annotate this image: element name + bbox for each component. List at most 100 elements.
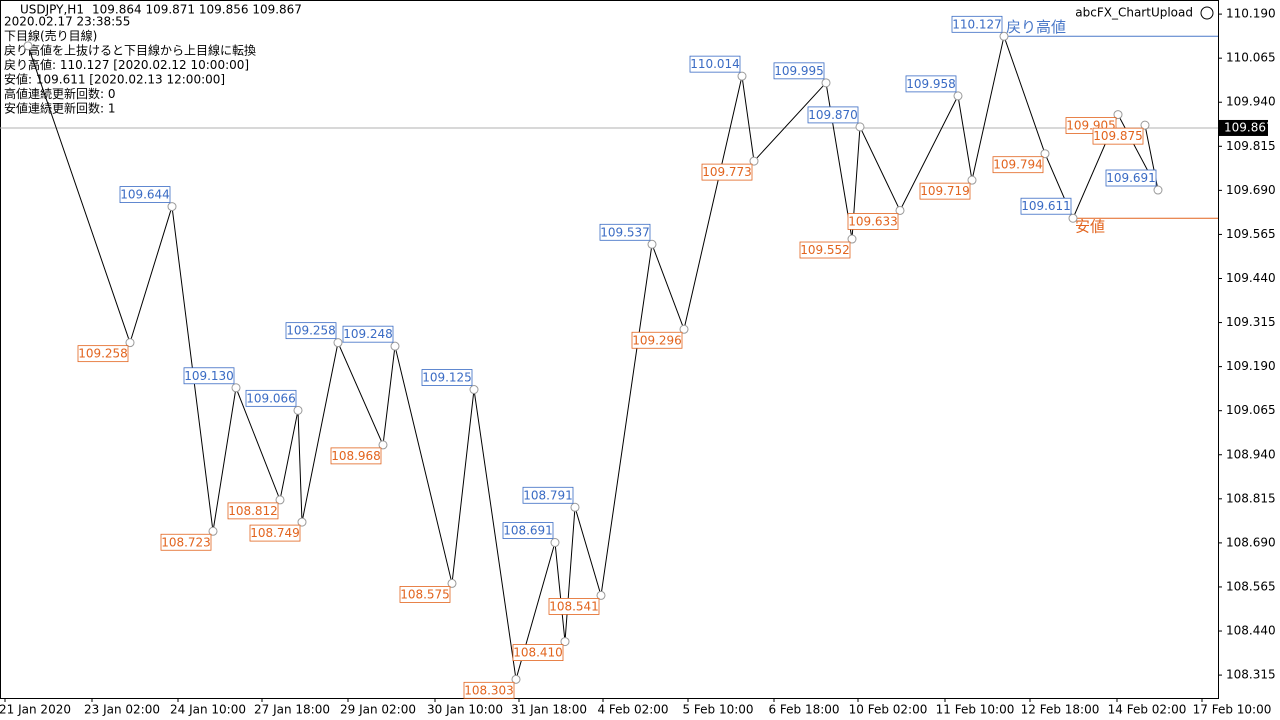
plot-frame xyxy=(0,0,1219,699)
smiley xyxy=(1200,6,1214,20)
swing-label-box xyxy=(421,369,473,386)
swing-label-box xyxy=(512,644,564,661)
swing-label-box xyxy=(399,586,451,603)
swing-label: 109.644 xyxy=(120,188,170,202)
swing-point xyxy=(1068,213,1078,223)
swing-label: 109.719 xyxy=(920,184,970,198)
swing-label-box xyxy=(1105,169,1157,187)
support-label: 安値 xyxy=(1075,218,1105,236)
x-tick-label: 11 Feb 10:00 xyxy=(936,703,1015,717)
swing-label-box xyxy=(160,533,212,551)
swing-label: 109.258 xyxy=(286,324,336,338)
swing-point xyxy=(1140,120,1150,130)
swing-label: 108.749 xyxy=(250,526,300,540)
swing-point xyxy=(208,526,218,536)
swing-label-box xyxy=(701,163,753,181)
swing-point xyxy=(23,41,33,51)
last-price-tag xyxy=(1218,119,1268,136)
info-line: 2020.02.17 23:38:55 xyxy=(4,15,130,29)
info-line: 安値連続更新回数: 1 xyxy=(4,101,116,116)
info-line: 戻り高値を上抜けると下目線から上目線に転換 xyxy=(4,43,256,58)
swing-label-box xyxy=(773,62,825,80)
y-tick-label: 108.815 xyxy=(1226,491,1276,505)
swing-label-box xyxy=(77,345,129,363)
swing-label-box xyxy=(183,367,235,385)
swing-label: 109.066 xyxy=(246,391,296,405)
swing-point xyxy=(333,338,343,348)
ohlc: 109.864 109.871 109.856 109.867 xyxy=(92,3,302,17)
y-tick-label: 109.565 xyxy=(1226,227,1276,241)
swing-label-box xyxy=(847,213,899,230)
swing-label-box xyxy=(992,156,1044,174)
swing-label: 108.968 xyxy=(331,449,381,463)
swing-point xyxy=(167,202,177,212)
swing-label-box xyxy=(919,182,971,200)
swing-label: 108.410 xyxy=(513,646,563,660)
x-tick-label: 17 Feb 10:00 xyxy=(1193,703,1272,717)
symbol: USDJPY,H1 xyxy=(20,3,84,17)
y-tick-label: 109.815 xyxy=(1226,139,1276,153)
y-tick-label: 109.315 xyxy=(1226,315,1276,329)
x-tick-label: 4 Feb 02:00 xyxy=(597,703,668,717)
swing-label: 109.773 xyxy=(702,165,752,179)
swing-label: 109.870 xyxy=(808,108,858,122)
swing-label: 108.723 xyxy=(161,535,211,549)
swing-label-box xyxy=(330,447,382,465)
swing-label: 109.875 xyxy=(1093,129,1143,143)
swing-point xyxy=(570,502,580,512)
swing-label-box xyxy=(599,223,651,241)
swing-point xyxy=(895,205,905,215)
swing-point xyxy=(275,495,285,505)
swing-label-box xyxy=(463,681,515,699)
swing-point xyxy=(647,239,657,249)
swing-label: 109.537 xyxy=(600,225,650,239)
swing-label-box xyxy=(227,502,279,520)
swing-label-box xyxy=(285,322,337,340)
last-price-label: 109.867 xyxy=(1224,120,1274,134)
swing-label: 109.248 xyxy=(343,327,393,341)
swing-point xyxy=(378,440,388,450)
swing-label: 108.303 xyxy=(464,683,514,697)
swing-label-box xyxy=(502,522,554,539)
swing-point xyxy=(737,71,747,81)
swing-label: 109.258 xyxy=(78,347,128,361)
swing-point xyxy=(1153,185,1163,195)
swing-label-box xyxy=(548,598,600,615)
swing-label-box xyxy=(342,325,394,343)
swing-label: 109.691 xyxy=(1106,171,1156,185)
y-tick-label: 108.315 xyxy=(1226,668,1276,682)
swing-label-box xyxy=(951,15,1003,33)
swing-point xyxy=(1113,110,1123,120)
swing-point xyxy=(679,324,689,334)
swing-point xyxy=(596,590,606,600)
swing-point xyxy=(469,385,479,395)
swing-point xyxy=(1040,149,1050,159)
y-tick-label: 109.440 xyxy=(1226,271,1276,285)
y-tick-label: 108.690 xyxy=(1226,535,1276,549)
swing-label-box xyxy=(245,389,297,407)
x-tick-label: 23 Jan 02:00 xyxy=(84,703,160,717)
swing-label: 110.014 xyxy=(690,57,740,71)
x-tick-label: 10 Feb 02:00 xyxy=(849,703,928,717)
swing-label: 109.296 xyxy=(632,333,682,347)
swing-label: 109.130 xyxy=(184,369,234,383)
swing-label: 109.125 xyxy=(422,371,472,385)
swing-point xyxy=(511,674,521,684)
swing-label: 109.552 xyxy=(800,243,850,257)
swing-label-box xyxy=(631,331,683,349)
info-line: 下目線(売り目線) xyxy=(4,28,97,43)
swing-label: 108.541 xyxy=(549,599,599,613)
swing-point xyxy=(847,234,857,244)
swing-point xyxy=(999,31,1009,41)
x-tick-label: 6 Feb 18:00 xyxy=(768,703,839,717)
swing-point xyxy=(293,405,303,415)
swing-point xyxy=(550,538,560,548)
swing-point xyxy=(855,122,865,132)
swing-label: 109.633 xyxy=(848,214,898,228)
y-tick-label: 109.065 xyxy=(1226,403,1276,417)
info-line: 戻り高値: 110.127 [2020.02.12 10:00:00] xyxy=(4,57,249,72)
y-tick-label: 108.440 xyxy=(1226,624,1276,638)
y-tick-label: 108.565 xyxy=(1226,579,1276,593)
swing-point xyxy=(560,637,570,647)
